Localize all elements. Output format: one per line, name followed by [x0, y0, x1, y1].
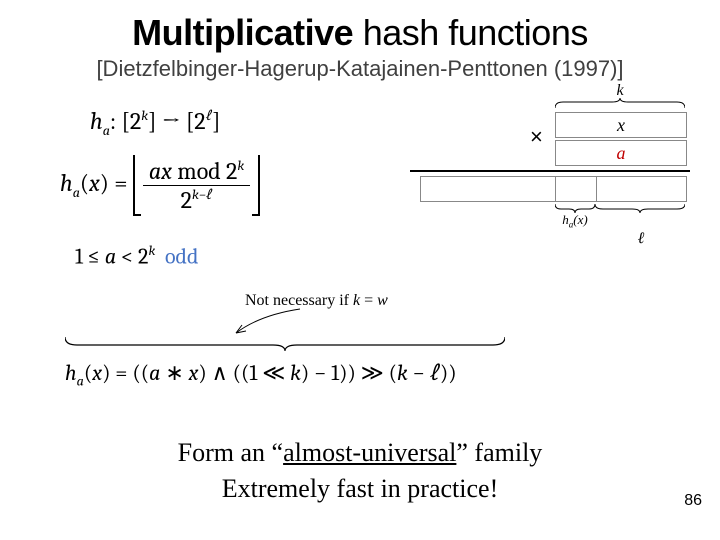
box-hax-region: [555, 176, 597, 202]
note-arrow-icon: [230, 307, 310, 337]
mult-line: [410, 170, 690, 172]
box-x: x: [555, 112, 687, 138]
box-product: [420, 176, 687, 202]
footer-line-1: Form an “almost-universal” family: [0, 438, 720, 468]
formula-constraint: 1 ≤ a < 2k odd: [75, 242, 198, 269]
formula-main: ha(x) = ax mod 2k 2k−ℓ: [60, 157, 260, 214]
label-ell: ℓ: [634, 230, 648, 248]
big-brace: [65, 337, 505, 353]
formula-code: ha(x) = ((a ∗ x) ∧ ((1 ≪ k) − 1)) ≫ (k −…: [65, 360, 457, 389]
box-a: a: [555, 140, 687, 166]
slide-title: Multiplicative hash functions: [0, 0, 720, 54]
times-icon: ×: [530, 124, 543, 150]
page-number: 86: [684, 492, 702, 510]
label-k: k: [612, 82, 628, 100]
citation: [Dietzfelbinger-Hagerup-Katajainen-Pentt…: [0, 56, 720, 82]
footer-line-2: Extremely fast in practice!: [0, 474, 720, 504]
formula-domain: ha: [2k] → [2ℓ]: [90, 107, 220, 139]
math-area: ha: [2k] → [2ℓ] ha(x) = ax mod 2k 2k−ℓ 1…: [0, 82, 720, 382]
title-rest: hash functions: [353, 12, 588, 53]
brace-ell: [595, 204, 685, 214]
label-hax: ha(x): [550, 212, 600, 230]
bit-diagram: k x a × ha(x) ℓ: [390, 92, 700, 272]
title-bold: Multiplicative: [132, 12, 353, 53]
